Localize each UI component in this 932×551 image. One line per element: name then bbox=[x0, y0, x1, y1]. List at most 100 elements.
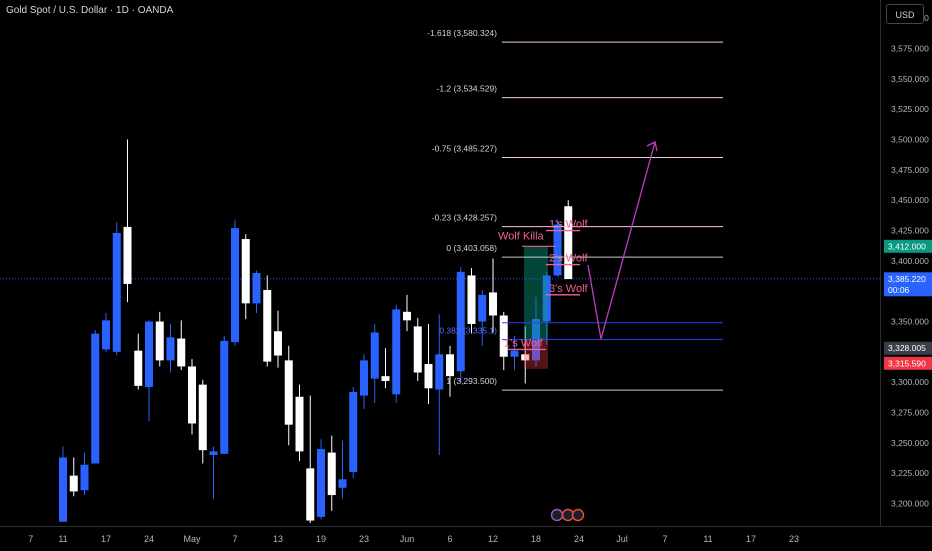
wolf-label: 1's Wolf bbox=[549, 219, 589, 231]
price-tick-label: 3,575.000 bbox=[891, 44, 929, 54]
candle bbox=[134, 333, 143, 390]
candle-body bbox=[317, 448, 325, 517]
candle bbox=[274, 310, 282, 368]
time-tick-label: Jul bbox=[616, 534, 628, 544]
candle bbox=[403, 294, 411, 332]
candle-body bbox=[370, 332, 379, 379]
price-tick-label: 3,350.000 bbox=[891, 317, 929, 327]
wolf-label: 3's Wolf bbox=[549, 283, 589, 295]
candle bbox=[123, 139, 132, 303]
time-tick-label: 23 bbox=[359, 534, 369, 544]
candlestick-chart[interactable]: -1.618 (3,580.324) -1.2 (3,534.529) -0.75 … bbox=[0, 0, 880, 526]
candle-body bbox=[166, 337, 175, 361]
fib-level-label: -1.618 (3,580.324) bbox=[427, 28, 497, 38]
time-tick-label: 7 bbox=[232, 534, 237, 544]
candle bbox=[478, 289, 487, 346]
time-scale[interactable]: 7 11 17 24 May 7 13 19 23 Jun 6 12 18 24 Jul 7 11 17 23 bbox=[0, 526, 932, 550]
chart-area[interactable]: -1.618 (3,580.324) -1.2 (3,534.529) -0.75 … bbox=[0, 0, 880, 526]
price-scale[interactable]: 3,600.0003,575.0003,550.0003,525.0003,50… bbox=[880, 0, 932, 526]
candle-body bbox=[59, 457, 67, 522]
candle-body bbox=[510, 350, 519, 357]
candle bbox=[489, 258, 497, 333]
candles-layer bbox=[59, 139, 573, 523]
fib-level-label: -1.2 (3,534.529) bbox=[437, 84, 498, 94]
candle bbox=[220, 336, 229, 454]
candle bbox=[145, 320, 153, 422]
price-badge-countdown: 00:06 bbox=[888, 285, 910, 295]
candle bbox=[198, 379, 207, 464]
candle bbox=[349, 387, 358, 479]
candle bbox=[499, 311, 508, 371]
lightning-icon bbox=[550, 508, 564, 522]
symbol-title[interactable]: Gold Spot / U.S. Dollar · 1D · OANDA bbox=[6, 5, 174, 16]
candle-body bbox=[263, 289, 272, 362]
candle-body bbox=[542, 275, 551, 322]
candle-body bbox=[198, 384, 207, 451]
candle-body bbox=[435, 354, 444, 390]
price-axis: 3,600.0003,575.0003,550.0003,525.0003,50… bbox=[884, 13, 932, 509]
candle-body bbox=[413, 326, 422, 373]
candle bbox=[69, 457, 78, 497]
candle-body bbox=[220, 340, 229, 454]
price-tick-label: 3,225.000 bbox=[891, 468, 929, 478]
candle-body bbox=[91, 333, 100, 464]
candle bbox=[231, 219, 239, 346]
candle-body bbox=[349, 391, 358, 473]
candle bbox=[510, 336, 519, 371]
candle bbox=[467, 268, 476, 334]
price-tick-label: 3,475.000 bbox=[891, 165, 929, 175]
price-tick-label: 3,275.000 bbox=[891, 408, 929, 418]
fib-level-label: -0.23 (3,428.257) bbox=[432, 213, 497, 223]
long-position-loss-zone bbox=[524, 339, 548, 369]
candle bbox=[112, 222, 121, 356]
time-tick-label: Jun bbox=[400, 534, 415, 544]
price-tick-label: 3,425.000 bbox=[891, 226, 929, 236]
time-tick-label: 13 bbox=[273, 534, 283, 544]
time-tick-label: 18 bbox=[531, 534, 541, 544]
time-tick-label: 24 bbox=[144, 534, 154, 544]
candle bbox=[263, 275, 272, 367]
candle bbox=[392, 304, 401, 403]
wolf-killa-label: Wolf Killa bbox=[498, 230, 545, 242]
price-badge bbox=[884, 239, 932, 253]
candle-body bbox=[489, 292, 497, 316]
candle bbox=[209, 446, 218, 499]
candle bbox=[370, 323, 379, 403]
candle bbox=[424, 323, 433, 405]
price-tick-label: 3,250.000 bbox=[891, 438, 929, 448]
candle-body bbox=[252, 273, 261, 304]
candle-body bbox=[134, 350, 143, 386]
time-tick-label: 24 bbox=[574, 534, 584, 544]
candle-body bbox=[381, 376, 390, 382]
candle bbox=[338, 440, 347, 499]
price-badge-label: 3,315.590 bbox=[888, 358, 926, 368]
candle bbox=[284, 345, 293, 446]
candle bbox=[166, 323, 175, 373]
candle-body bbox=[403, 311, 411, 321]
fib-level-label: 0 (3,403.058) bbox=[446, 243, 497, 253]
candle bbox=[521, 326, 530, 384]
candle-body bbox=[499, 315, 508, 357]
currency-button[interactable]: USD bbox=[886, 4, 924, 24]
fib-level-label: 1 (3,293.500) bbox=[446, 376, 497, 386]
candle-body bbox=[241, 239, 250, 304]
candle bbox=[317, 439, 325, 520]
candle-body bbox=[467, 275, 476, 324]
drawings-layer: -1.618 (3,580.324) -1.2 (3,534.529) -0.75 … bbox=[427, 28, 723, 522]
time-tick-label: 11 bbox=[703, 534, 712, 544]
candle bbox=[360, 354, 368, 409]
candle bbox=[553, 219, 562, 277]
candle bbox=[435, 314, 444, 456]
candle-body bbox=[456, 271, 465, 372]
flag-icon bbox=[571, 508, 585, 522]
long-position-profit-zone bbox=[524, 246, 548, 340]
price-tick-label: 3,450.000 bbox=[891, 195, 929, 205]
time-tick-label: 19 bbox=[316, 534, 326, 544]
candle bbox=[456, 266, 465, 383]
time-tick-label: 7 bbox=[28, 534, 33, 544]
candle bbox=[59, 446, 67, 522]
price-tick-label: 3,525.000 bbox=[891, 104, 929, 114]
candle-body bbox=[306, 468, 315, 521]
candle-body bbox=[112, 232, 121, 352]
candle-body bbox=[553, 224, 562, 276]
